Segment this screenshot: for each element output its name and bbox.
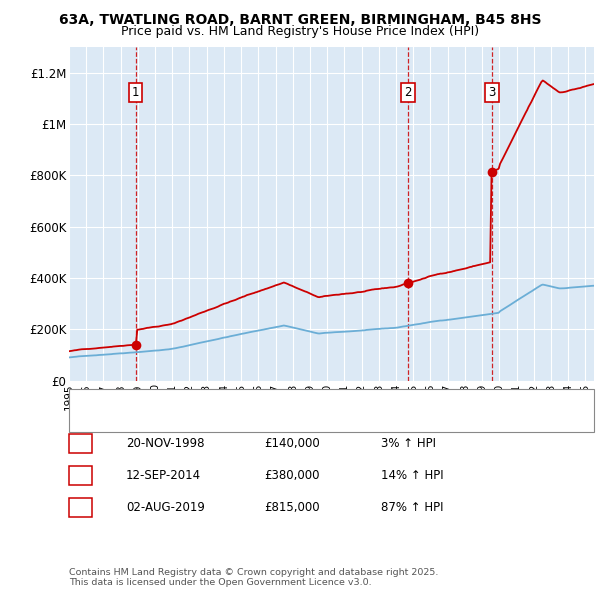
Text: 63A, TWATLING ROAD, BARNT GREEN, BIRMINGHAM, B45 8HS: 63A, TWATLING ROAD, BARNT GREEN, BIRMING… (59, 13, 541, 27)
Text: 63A, TWATLING ROAD, BARNT GREEN, BIRMINGHAM, B45 8HS (detached house): 63A, TWATLING ROAD, BARNT GREEN, BIRMING… (115, 396, 554, 407)
Text: 14% ↑ HPI: 14% ↑ HPI (381, 469, 443, 482)
Text: £140,000: £140,000 (264, 437, 320, 450)
Text: Contains HM Land Registry data © Crown copyright and database right 2025.
This d: Contains HM Land Registry data © Crown c… (69, 568, 439, 587)
Text: 3: 3 (488, 86, 496, 99)
Text: 2: 2 (404, 86, 412, 99)
Text: £815,000: £815,000 (264, 501, 320, 514)
Text: 2: 2 (77, 469, 84, 482)
Text: £380,000: £380,000 (264, 469, 320, 482)
Text: 87% ↑ HPI: 87% ↑ HPI (381, 501, 443, 514)
Text: 3% ↑ HPI: 3% ↑ HPI (381, 437, 436, 450)
Text: 02-AUG-2019: 02-AUG-2019 (126, 501, 205, 514)
Text: 1: 1 (132, 86, 140, 99)
Text: Price paid vs. HM Land Registry's House Price Index (HPI): Price paid vs. HM Land Registry's House … (121, 25, 479, 38)
Text: 1: 1 (77, 437, 84, 450)
Text: HPI: Average price, detached house, Bromsgrove: HPI: Average price, detached house, Brom… (115, 416, 383, 426)
Text: 3: 3 (77, 501, 84, 514)
Text: 12-SEP-2014: 12-SEP-2014 (126, 469, 201, 482)
Text: 20-NOV-1998: 20-NOV-1998 (126, 437, 205, 450)
